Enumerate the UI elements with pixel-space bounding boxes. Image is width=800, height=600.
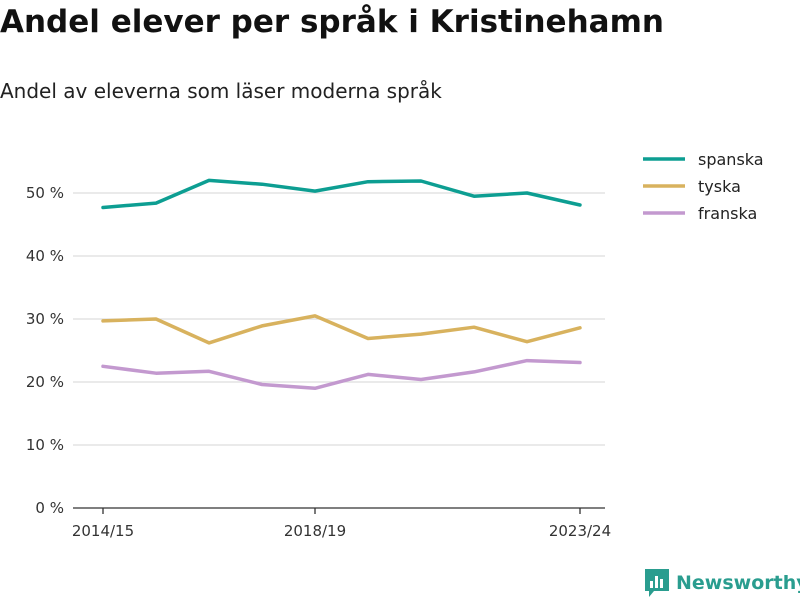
series-line-franska <box>101 358 582 391</box>
legend-label-franska: franska <box>698 204 757 223</box>
legend-label-spanska: spanska <box>698 150 764 169</box>
series-line-spanska <box>101 178 582 210</box>
y-tick-label: 40 % <box>26 247 64 265</box>
brand-logo[interactable]: Newsworthy <box>644 568 800 598</box>
x-tick-label: 2014/15 <box>72 522 134 540</box>
legend-label-tyska: tyska <box>698 177 741 196</box>
y-tick-label: 50 % <box>26 184 64 202</box>
y-tick-label: 10 % <box>26 436 64 454</box>
y-axis: 0 % 10 % 20 % 30 % 40 % 50 % <box>26 184 64 517</box>
x-tick-label: 2023/24 <box>549 522 611 540</box>
newsworthy-logo-icon <box>645 569 669 597</box>
legend: spanska tyska franska <box>643 150 764 223</box>
x-tick-label: 2018/19 <box>284 522 346 540</box>
chart-title: Andel elever per språk i Kristinehamn <box>0 4 664 40</box>
chart-subtitle: Andel av eleverna som läser moderna språ… <box>0 79 442 103</box>
series-line-tyska <box>101 314 582 345</box>
y-tick-label: 0 % <box>35 499 64 517</box>
y-tick-label: 30 % <box>26 310 64 328</box>
x-axis: 2014/15 2018/19 2023/24 <box>72 507 611 540</box>
series-lines <box>101 178 582 391</box>
y-tick-label: 20 % <box>26 373 64 391</box>
brand-name: Newsworthy <box>676 572 800 594</box>
